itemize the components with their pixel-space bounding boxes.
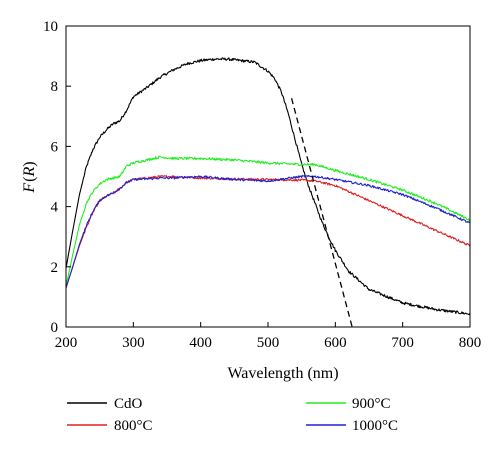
annotation-layer bbox=[290, 98, 353, 328]
y-tick-label-6: 6 bbox=[51, 139, 59, 155]
y-axis-title-arg: R bbox=[21, 167, 38, 178]
legend-label-900: 900°C bbox=[352, 396, 391, 412]
series-line-cdo bbox=[65, 57, 471, 316]
series-layer bbox=[65, 57, 471, 316]
y-axis-title-paren-close: ) bbox=[21, 161, 38, 166]
y-tick-label-8: 8 bbox=[51, 79, 59, 95]
y-tick-label-0: 0 bbox=[51, 320, 59, 336]
ticks-layer: 200 300 400 500 600 700 800 0 2 4 6 8 10 bbox=[43, 19, 481, 351]
legend-item-900: 900°C bbox=[306, 396, 391, 412]
legend-label-cdo: CdO bbox=[114, 396, 143, 412]
series-line-1000-c bbox=[65, 174, 471, 289]
x-axis-title: Wavelength (nm) bbox=[227, 365, 338, 382]
y-tick-label-10: 10 bbox=[43, 19, 58, 35]
legend-item-cdo: CdO bbox=[67, 396, 143, 412]
legend-item-800: 800°C bbox=[67, 418, 153, 434]
y-tick-label-2: 2 bbox=[51, 260, 59, 276]
x-tick-label-700: 700 bbox=[391, 335, 414, 351]
legend-item-1000: 1000°C bbox=[306, 418, 398, 434]
y-axis-title: F(R) bbox=[21, 161, 38, 193]
tangent-line-0 bbox=[290, 98, 353, 328]
x-tick-label-500: 500 bbox=[257, 335, 280, 351]
x-tick-label-300: 300 bbox=[122, 335, 145, 351]
x-tick-label-800: 800 bbox=[459, 335, 482, 351]
legend: CdO 800°C 900°C 1000°C bbox=[67, 396, 398, 434]
y-axis-title-paren-open: ( bbox=[21, 177, 38, 182]
x-tick-label-600: 600 bbox=[324, 335, 347, 351]
y-tick-label-4: 4 bbox=[51, 200, 59, 216]
legend-label-1000: 1000°C bbox=[352, 418, 398, 434]
series-line-900-c bbox=[65, 155, 471, 287]
x-tick-label-400: 400 bbox=[189, 335, 212, 351]
legend-label-800: 800°C bbox=[114, 418, 153, 434]
x-tick-label-200: 200 bbox=[55, 335, 78, 351]
y-axis-title-main: F bbox=[21, 183, 38, 194]
